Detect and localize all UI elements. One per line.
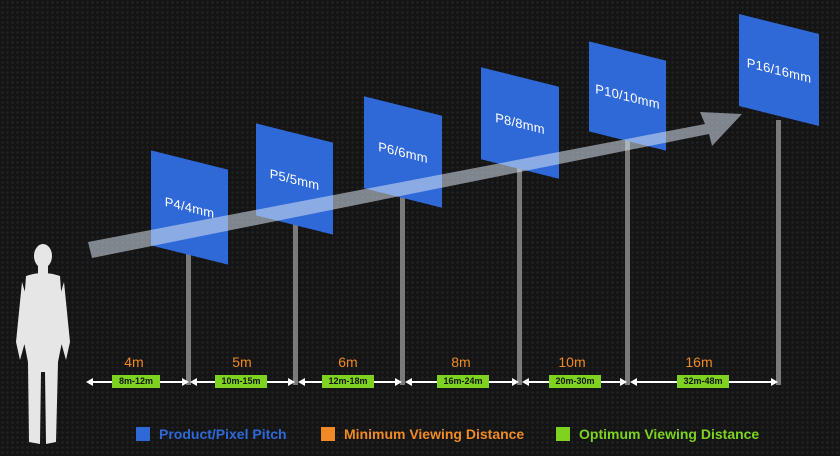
legend-label: Optimum Viewing Distance xyxy=(579,426,760,442)
legend-minimum-viewing-distance: Minimum Viewing Distance xyxy=(321,426,524,442)
legend-swatch-orange xyxy=(321,427,335,441)
legend-product-pixel-pitch: Product/Pixel Pitch xyxy=(136,426,287,442)
optimum-distance-label: 10m-15m xyxy=(215,375,267,388)
optimum-distance-label: 12m-18m xyxy=(322,375,374,388)
min-distance-label: 8m xyxy=(451,354,471,370)
sign-pole xyxy=(776,120,781,385)
sign-pole xyxy=(293,220,298,385)
optimum-distance-label: 8m-12m xyxy=(112,375,160,388)
legend-swatch-green xyxy=(556,427,570,441)
sign-pole xyxy=(400,195,405,385)
legend-optimum-viewing-distance: Optimum Viewing Distance xyxy=(556,426,759,442)
legend-label: Minimum Viewing Distance xyxy=(344,426,525,442)
min-distance-label: 10m xyxy=(558,354,586,370)
legend-label: Product/Pixel Pitch xyxy=(159,426,287,442)
person-silhouette-icon xyxy=(16,244,70,444)
min-distance-label: 5m xyxy=(232,354,252,370)
optimum-distance-label: 16m-24m xyxy=(437,375,489,388)
sign-pole xyxy=(625,135,630,385)
sign-pole xyxy=(517,165,522,385)
sign-pole xyxy=(186,250,191,385)
optimum-distance-label: 32m-48m xyxy=(677,375,729,388)
optimum-distance-label: 20m-30m xyxy=(549,375,601,388)
min-distance-label: 6m xyxy=(338,354,358,370)
legend-swatch-blue xyxy=(136,427,150,441)
min-distance-label: 16m xyxy=(685,354,713,370)
min-distance-label: 4m xyxy=(124,354,144,370)
